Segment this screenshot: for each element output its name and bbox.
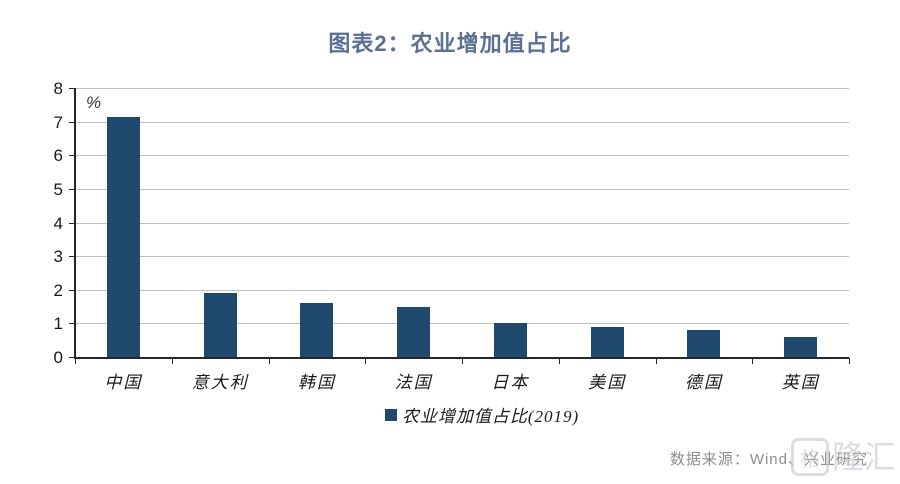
y-axis-tick-label: 4 xyxy=(53,213,63,233)
x-axis-tick xyxy=(462,358,463,364)
x-axis-label: 中国 xyxy=(104,373,143,392)
gridline xyxy=(75,188,849,190)
chart-title: 图表2：农业增加值占比 xyxy=(328,31,572,56)
bar-英国 xyxy=(784,336,818,357)
x-axis-tick xyxy=(365,358,367,364)
x-axis-tick xyxy=(558,358,560,364)
source-note: 数据来源：Wind、兴业研究 xyxy=(669,451,868,468)
gridline xyxy=(75,323,849,325)
bar-意大利 xyxy=(203,293,237,357)
y-axis-tick-label: 6 xyxy=(53,146,63,166)
x-axis-label: 韩国 xyxy=(297,373,336,392)
y-axis-tick-label: 7 xyxy=(53,112,63,132)
legend-swatch-icon xyxy=(384,408,397,421)
y-axis-tick-label: 5 xyxy=(53,179,63,199)
bar-法国 xyxy=(397,306,431,357)
gridline xyxy=(75,155,849,157)
y-axis-tick-label: 1 xyxy=(53,314,63,334)
y-axis-tick-label: 3 xyxy=(53,247,63,267)
bar-美国 xyxy=(590,326,624,357)
legend: 农业增加值占比(2019) xyxy=(32,402,900,427)
x-axis-tick xyxy=(849,358,850,364)
y-axis-tick xyxy=(69,188,75,190)
bar-韩国 xyxy=(300,303,334,357)
x-axis-label: 美国 xyxy=(588,373,627,392)
x-axis-label: 日本 xyxy=(491,373,530,392)
x-axis-line xyxy=(74,357,849,359)
gridline xyxy=(75,256,849,258)
x-axis-tick xyxy=(171,358,173,364)
x-axis-label: 意大利 xyxy=(191,373,249,392)
y-axis-tick-label: 8 xyxy=(53,79,63,98)
y-axis-tick xyxy=(69,88,75,89)
x-axis-tick xyxy=(268,358,270,364)
y-axis-tick xyxy=(69,222,75,224)
bar-日本 xyxy=(493,323,527,357)
y-axis-tick xyxy=(69,155,75,157)
y-axis-tick xyxy=(69,256,75,258)
gridline xyxy=(75,121,849,123)
legend-label: 农业增加值占比(2019) xyxy=(401,407,580,426)
gridline xyxy=(75,222,849,224)
x-axis-tick xyxy=(655,358,657,364)
y-axis-tick xyxy=(69,323,75,325)
y-axis-line xyxy=(74,88,76,358)
x-axis-label: 英国 xyxy=(781,373,820,392)
gridline xyxy=(75,88,849,89)
bar-德国 xyxy=(687,330,721,357)
y-axis-tick xyxy=(69,289,75,291)
x-axis-tick xyxy=(75,358,76,364)
x-axis-label: 法国 xyxy=(394,373,433,392)
bar-中国 xyxy=(106,116,140,357)
x-axis-label: 德国 xyxy=(684,373,723,392)
y-axis-tick-label: 0 xyxy=(53,348,63,367)
x-axis-tick xyxy=(752,358,754,364)
gridline xyxy=(75,289,849,291)
y-axis-tick-label: 2 xyxy=(53,280,63,300)
y-axis-tick xyxy=(69,357,75,358)
y-axis-tick xyxy=(69,121,75,123)
y-axis-unit-label: % xyxy=(86,93,102,112)
